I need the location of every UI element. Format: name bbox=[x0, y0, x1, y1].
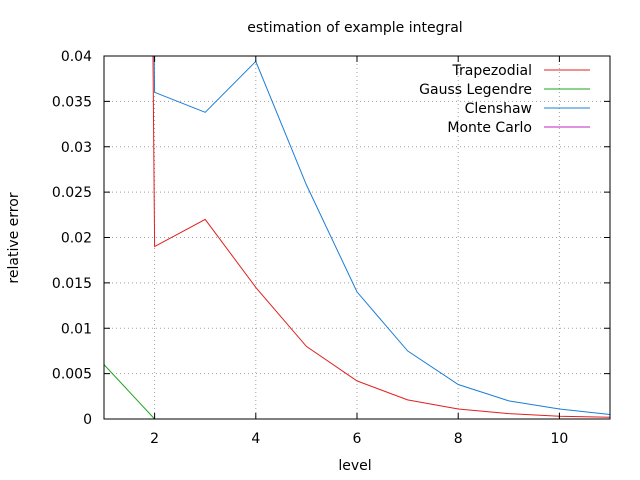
gauss-legendre-line bbox=[104, 364, 155, 419]
x-axis-ticks: 2 4 6 8 10 bbox=[150, 56, 568, 447]
legend-label-clenshaw: Clenshaw bbox=[465, 101, 532, 117]
y-axis-label: relative error bbox=[6, 192, 22, 283]
x-tick-label: 10 bbox=[550, 431, 568, 447]
y-tick-label: 0.005 bbox=[52, 367, 92, 383]
x-tick-label: 4 bbox=[251, 431, 260, 447]
legend-label-monte-carlo: Monte Carlo bbox=[447, 120, 532, 136]
grid bbox=[104, 56, 610, 419]
y-tick-label: 0.03 bbox=[61, 140, 92, 156]
y-tick-label: 0 bbox=[83, 412, 92, 428]
y-axis-ticks: 0 0.005 0.01 0.015 0.02 0.025 0.03 0.035 0.04 bbox=[52, 49, 610, 428]
clenshaw-line bbox=[153, 56, 610, 415]
x-tick-label: 2 bbox=[150, 431, 159, 447]
y-tick-label: 0.015 bbox=[52, 276, 92, 292]
series-lines bbox=[104, 56, 610, 419]
y-tick-label: 0.01 bbox=[61, 321, 92, 337]
legend-label-trapezodial: Trapezodial bbox=[452, 63, 533, 79]
y-tick-label: 0.035 bbox=[52, 94, 92, 110]
x-tick-label: 8 bbox=[454, 431, 463, 447]
legend: Trapezodial Gauss Legendre Clenshaw Monte C… bbox=[419, 63, 590, 136]
y-tick-label: 0.02 bbox=[61, 231, 92, 247]
legend-label-gauss-legendre: Gauss Legendre bbox=[419, 82, 532, 98]
y-tick-label: 0.04 bbox=[61, 49, 92, 65]
x-tick-label: 6 bbox=[353, 431, 362, 447]
x-axis-label: level bbox=[338, 458, 371, 474]
trapezodial-line bbox=[152, 56, 610, 418]
chart-title: estimation of example integral bbox=[247, 20, 462, 36]
y-tick-label: 0.025 bbox=[52, 185, 92, 201]
